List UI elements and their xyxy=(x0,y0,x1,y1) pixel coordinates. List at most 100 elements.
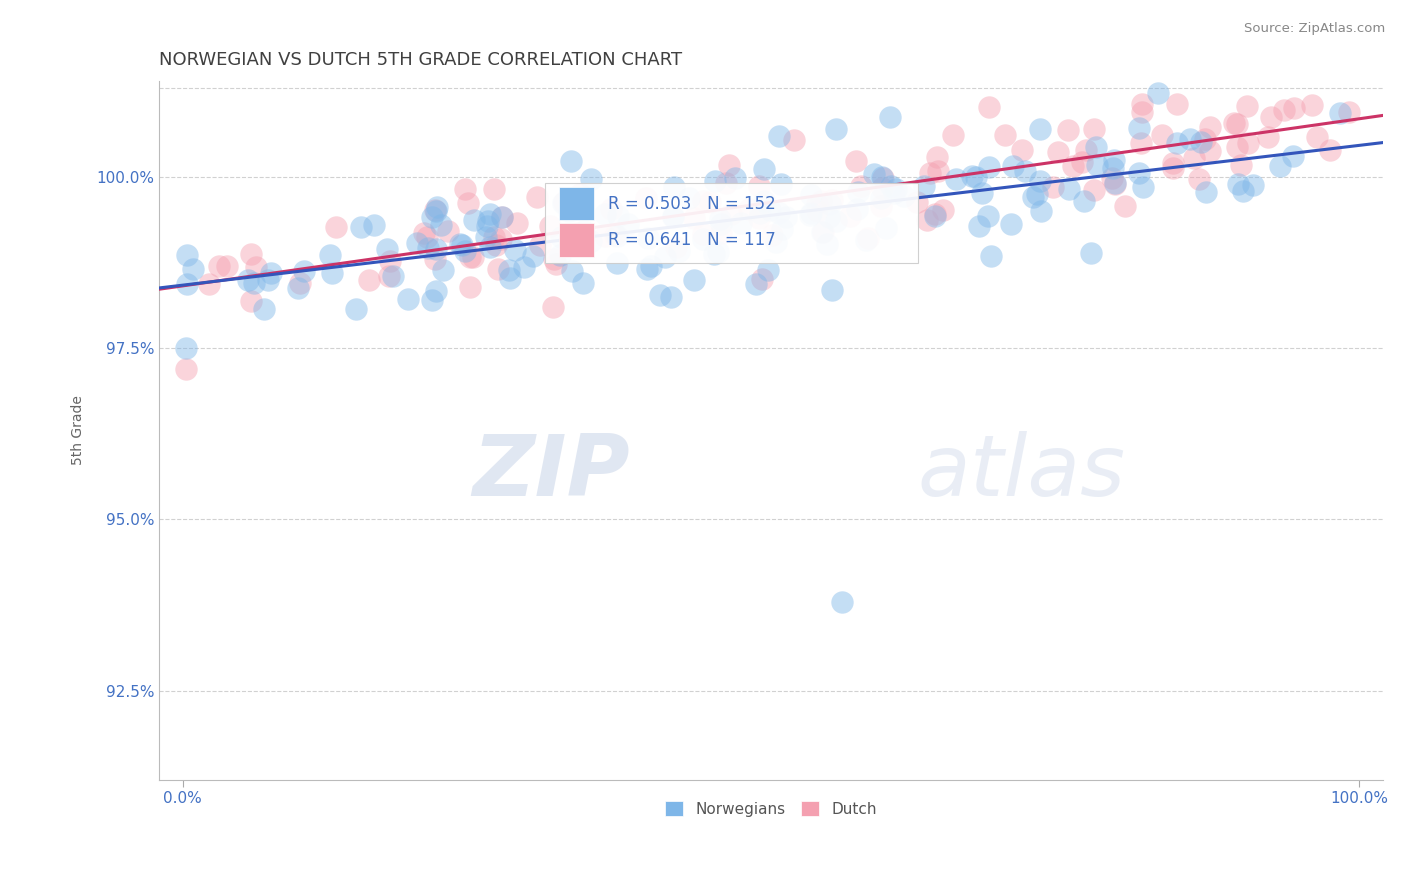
Point xyxy=(259,267,281,281)
Point xyxy=(1189,136,1212,150)
Point xyxy=(478,207,501,221)
Point xyxy=(683,211,706,226)
Point xyxy=(1301,98,1323,112)
Point xyxy=(606,228,628,243)
Point xyxy=(751,272,773,286)
Text: R = 0.503   N = 152: R = 0.503 N = 152 xyxy=(609,194,776,212)
Point xyxy=(208,259,231,273)
Point xyxy=(1074,143,1097,157)
Point xyxy=(176,277,198,291)
Point xyxy=(662,209,685,223)
Point xyxy=(752,194,775,208)
Point xyxy=(432,263,454,277)
Point xyxy=(1161,155,1184,169)
Point xyxy=(820,193,842,207)
Point xyxy=(756,262,779,277)
Point xyxy=(1070,155,1092,169)
Point xyxy=(692,227,714,241)
Point xyxy=(1237,136,1260,151)
Point xyxy=(1182,151,1205,165)
Point xyxy=(1306,129,1329,144)
Point xyxy=(855,233,877,247)
Point xyxy=(287,281,309,295)
Point xyxy=(198,277,221,291)
Point xyxy=(915,213,938,227)
Point xyxy=(1166,136,1188,151)
Point xyxy=(1104,177,1126,191)
Point xyxy=(1226,177,1249,191)
Point xyxy=(239,294,262,309)
Point xyxy=(1001,159,1024,173)
Point xyxy=(924,207,946,221)
Point xyxy=(880,179,903,194)
Point xyxy=(382,269,405,284)
Point xyxy=(692,194,714,209)
Point xyxy=(870,191,893,205)
Point xyxy=(1022,190,1045,204)
Point xyxy=(593,229,616,244)
Point xyxy=(665,240,688,254)
Point xyxy=(1104,177,1126,191)
Point xyxy=(357,273,380,287)
Point xyxy=(252,301,274,316)
Point xyxy=(181,261,204,276)
Point xyxy=(912,179,935,194)
Point xyxy=(1085,158,1108,172)
Point xyxy=(541,300,564,314)
Point xyxy=(1329,105,1351,120)
Point xyxy=(454,181,477,195)
Point xyxy=(720,207,742,221)
Point xyxy=(217,259,239,273)
Point xyxy=(292,264,315,278)
Point xyxy=(905,195,928,210)
Point xyxy=(1195,185,1218,199)
Point xyxy=(692,232,714,246)
Point xyxy=(1225,140,1247,154)
Point xyxy=(634,191,657,205)
Point xyxy=(1031,204,1053,219)
Point xyxy=(1073,194,1095,208)
Point xyxy=(825,121,848,136)
Point xyxy=(806,197,828,211)
Point xyxy=(1270,159,1292,173)
Point xyxy=(654,250,676,264)
Point xyxy=(380,254,402,268)
Point xyxy=(257,273,280,287)
Point xyxy=(927,164,949,178)
Point xyxy=(572,224,595,238)
Point xyxy=(761,227,783,242)
Point xyxy=(699,195,721,210)
Point xyxy=(659,290,682,304)
Point xyxy=(668,244,690,259)
Point xyxy=(561,264,583,278)
Point xyxy=(477,219,499,234)
Point xyxy=(748,178,770,193)
Point xyxy=(972,186,994,200)
Point xyxy=(319,248,342,262)
Point xyxy=(288,276,311,290)
Point xyxy=(965,170,987,185)
Point xyxy=(1282,148,1305,162)
Point xyxy=(475,230,498,244)
Point xyxy=(979,100,1001,114)
Point xyxy=(1166,97,1188,112)
Text: Source: ZipAtlas.com: Source: ZipAtlas.com xyxy=(1244,22,1385,36)
Point xyxy=(572,276,595,290)
Point xyxy=(569,186,592,201)
Point xyxy=(425,203,447,218)
Text: ZIP: ZIP xyxy=(472,431,630,514)
Point xyxy=(457,195,479,210)
Point xyxy=(375,243,398,257)
Point xyxy=(560,153,582,168)
Point xyxy=(765,235,787,249)
Point xyxy=(426,200,449,214)
Point xyxy=(707,245,730,260)
Point xyxy=(883,186,905,201)
Point xyxy=(477,214,499,228)
Point xyxy=(1226,117,1249,131)
Point xyxy=(1339,104,1361,119)
Point xyxy=(849,179,872,194)
Point xyxy=(484,182,506,196)
Point xyxy=(1080,245,1102,260)
Point xyxy=(1101,170,1123,185)
